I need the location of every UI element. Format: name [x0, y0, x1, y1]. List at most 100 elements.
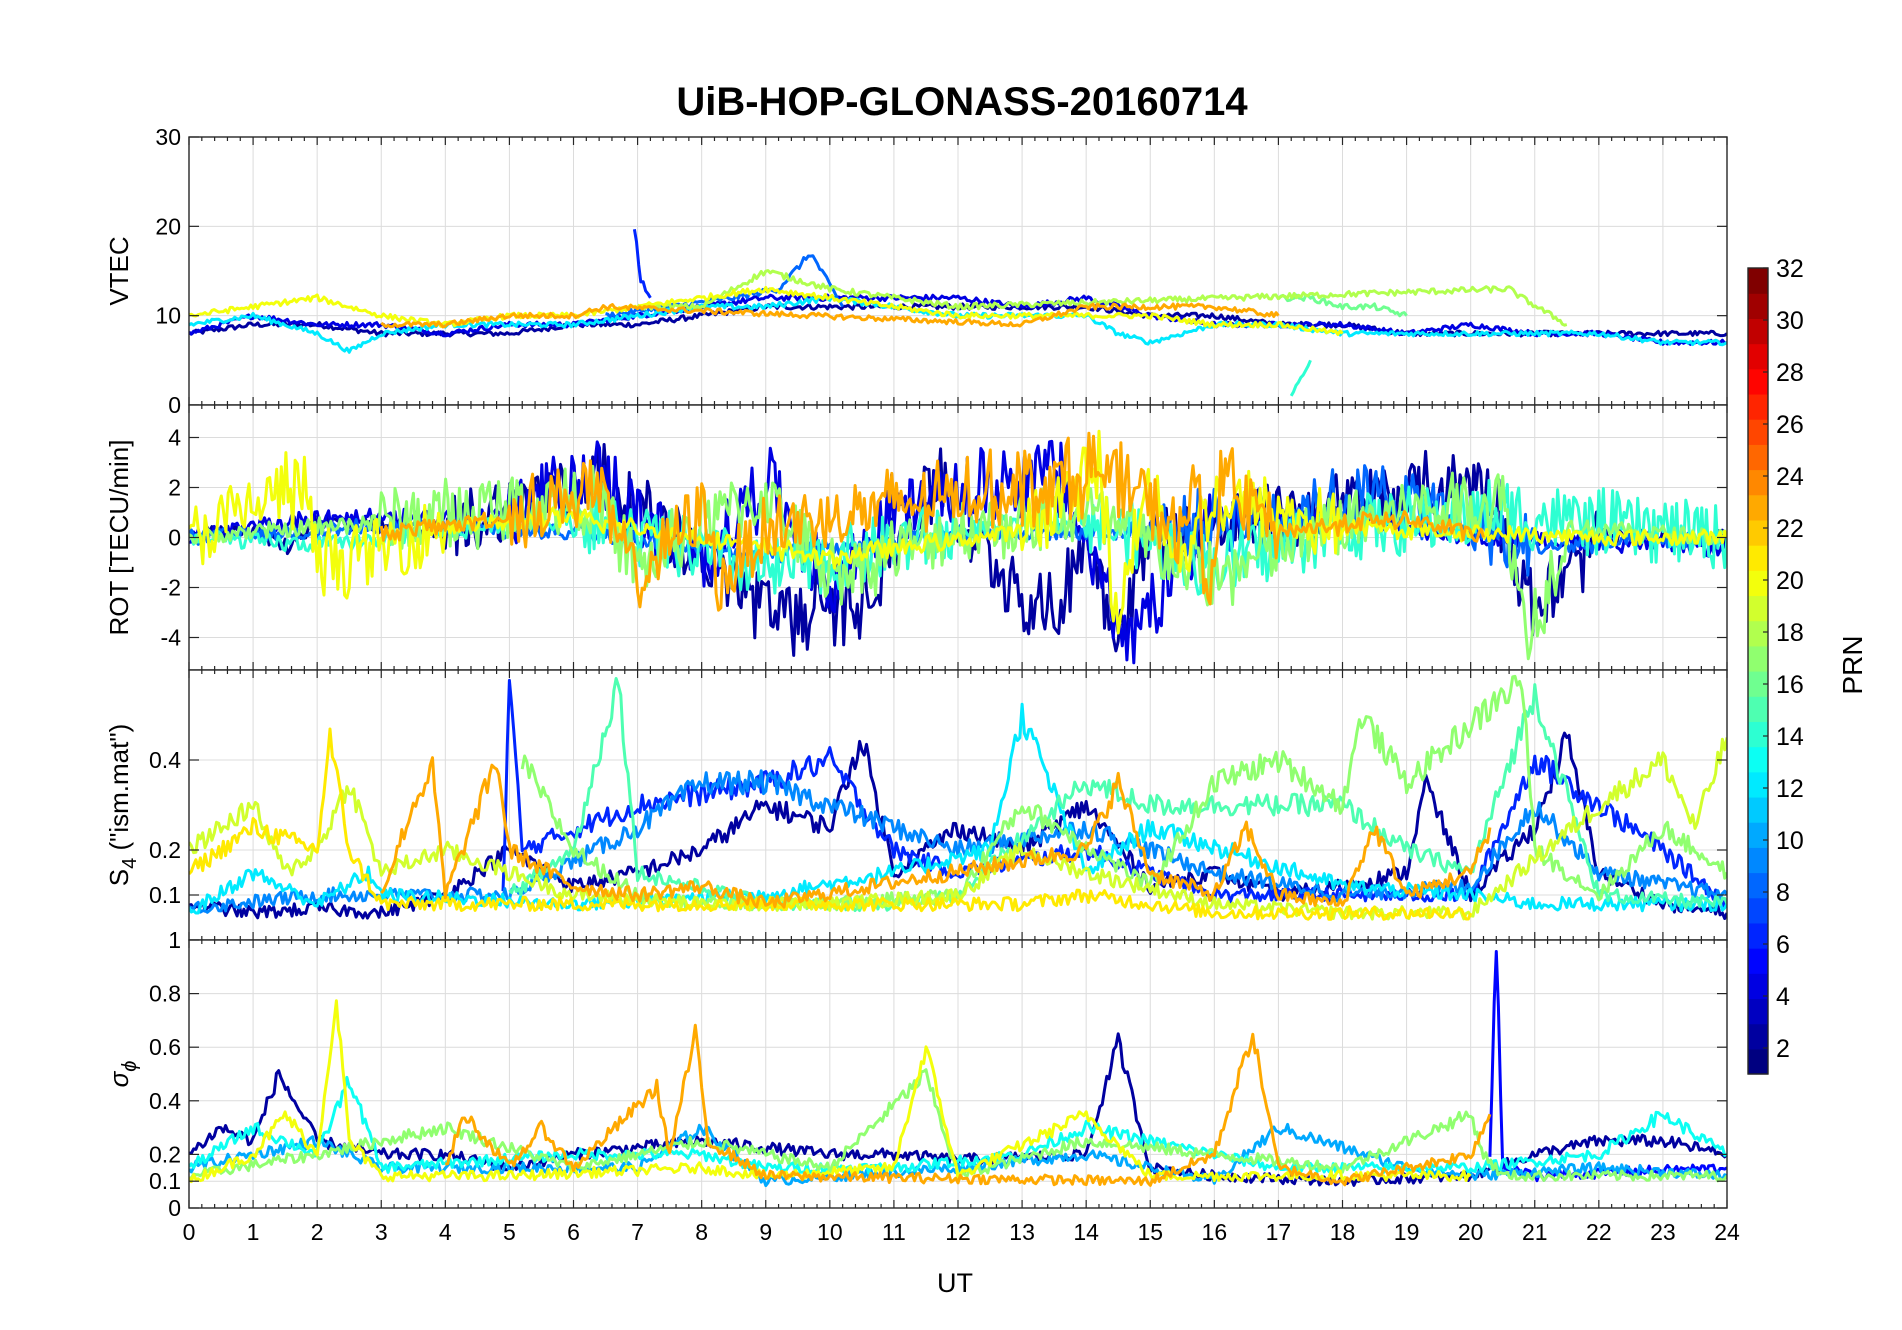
y-tick-label: 1	[168, 927, 181, 953]
x-axis: 0 1 2 3 4 5 6 7 8 9 10 11 12 13 14 15 16 17 18 19 20 21 22 23 24	[183, 1219, 1740, 1245]
x-tick-label: 15	[1137, 1219, 1163, 1245]
x-tick-label: 16	[1202, 1219, 1228, 1245]
colorbar-cell	[1748, 519, 1768, 546]
colorbar-tick-label: 18	[1776, 619, 1804, 647]
series-group	[189, 228, 1727, 397]
x-tick-label: 3	[375, 1219, 388, 1245]
panel-sigma_phi: 00.10.2 0.4 0.6 0.8 1 σϕ	[104, 927, 1728, 1221]
colorbar-tick-label: 24	[1776, 463, 1804, 491]
colorbar-tick-label: 28	[1776, 359, 1804, 387]
series-line-prn-17	[189, 464, 1727, 661]
series-line-prn-14	[1289, 359, 1312, 397]
colorbar-cell	[1748, 645, 1768, 672]
colorbar-cell	[1748, 796, 1768, 823]
colorbar-tick-label: 20	[1776, 567, 1804, 595]
colorbar-cell	[1748, 746, 1768, 773]
x-tick-label: 23	[1650, 1219, 1676, 1245]
y-tick-label: 0.1	[149, 882, 181, 908]
colorbar-cell	[1748, 368, 1768, 395]
colorbar-label: PRN	[1837, 635, 1868, 694]
colorbar-tick-label: 12	[1776, 775, 1804, 803]
y-tick-label: 4	[168, 425, 181, 451]
x-tick-label: 19	[1394, 1219, 1420, 1245]
colorbar-cell	[1748, 545, 1768, 571]
colorbar-cell	[1748, 973, 1768, 1000]
x-tick-label: 12	[945, 1219, 971, 1245]
y-tick-label: 0	[168, 392, 181, 418]
colorbar-cell	[1748, 570, 1768, 597]
series-line-prn-18	[636, 269, 1568, 327]
colorbar-cell	[1748, 847, 1768, 874]
colorbar-cell	[1748, 696, 1768, 722]
colorbar-cell	[1748, 444, 1768, 471]
colorbar-cell	[1748, 469, 1768, 496]
y-tick-label: 0.8	[149, 981, 181, 1007]
colorbar-cell	[1748, 393, 1768, 420]
series-line-prn-23	[445, 1023, 1492, 1187]
panel-rot: -4 -2 0 2 4 ROT [TECU/min]	[104, 404, 1728, 671]
y-axis-label-sigma_phi: σϕ	[104, 1061, 141, 1088]
x-tick-label: 20	[1458, 1219, 1484, 1245]
colorbar-tick-label: 16	[1776, 671, 1804, 699]
colorbar-cell	[1748, 897, 1768, 924]
colorbar-cell	[1748, 1048, 1768, 1075]
colorbar-cell	[1748, 721, 1768, 748]
series-line-prn-23	[379, 431, 1485, 612]
colorbar-cell	[1748, 922, 1768, 949]
x-tick-label: 24	[1714, 1219, 1740, 1245]
series-group	[189, 429, 1727, 665]
x-tick-label: 13	[1009, 1219, 1035, 1245]
x-tick-label: 6	[567, 1219, 580, 1245]
colorbar-cell	[1748, 318, 1768, 345]
colorbar-cell	[1748, 620, 1768, 647]
colorbar-tick-label: 10	[1776, 827, 1804, 855]
x-tick-label: 14	[1073, 1219, 1099, 1245]
colorbar-tick-label: 30	[1776, 307, 1804, 335]
colorbar-tick-label: 22	[1776, 515, 1804, 543]
colorbar-cell	[1748, 948, 1768, 974]
x-tick-label: 5	[503, 1219, 516, 1245]
x-tick-label: 22	[1586, 1219, 1612, 1245]
series-line-prn-23	[380, 756, 1492, 909]
y-axis-label-rot: ROT [TECU/min]	[104, 440, 134, 636]
series-line-prn-4	[189, 293, 1727, 346]
x-axis-label: UT	[937, 1268, 973, 1298]
colorbar-tick-label: 2	[1776, 1035, 1790, 1063]
y-tick-label: 2	[168, 475, 181, 501]
colorbar-cell	[1748, 822, 1768, 848]
colorbar-tick-label: 32	[1776, 255, 1804, 283]
colorbar-cell	[1748, 998, 1768, 1025]
x-tick-label: 18	[1330, 1219, 1356, 1245]
y-tick-label: 0	[168, 525, 181, 551]
series-line-prn-20	[189, 286, 1344, 336]
colorbar-cell	[1748, 419, 1768, 445]
y-tick-label: 0.4	[149, 1088, 181, 1114]
series-line-prn-23	[380, 302, 1280, 329]
y-tick-label: 0.2	[149, 1141, 181, 1167]
series-group	[189, 950, 1727, 1188]
series-group	[189, 674, 1727, 921]
y-tick-label: 20	[155, 213, 181, 239]
colorbar-tick-label: 8	[1776, 879, 1790, 907]
x-tick-label: 17	[1266, 1219, 1292, 1245]
series-line-prn-6	[632, 228, 652, 299]
colorbar-tick-label: 4	[1776, 983, 1790, 1011]
y-tick-label: 0.1	[149, 1168, 181, 1194]
y-axis-label-s4: S4 ("ism.mat")	[104, 724, 141, 886]
y-tick-label: 10	[155, 303, 181, 329]
colorbar-cell	[1748, 293, 1768, 319]
y-tick-label: -4	[161, 625, 182, 651]
x-tick-label: 4	[439, 1219, 452, 1245]
x-tick-label: 7	[631, 1219, 644, 1245]
x-tick-label: 9	[759, 1219, 772, 1245]
y-tick-label: 0.6	[149, 1034, 181, 1060]
colorbar-frame	[1747, 267, 1769, 1075]
colorbar-tick-label: 14	[1776, 723, 1804, 751]
colorbar-cell	[1748, 1023, 1768, 1050]
panel-s4: 0.1 0.2 0.4 S4 ("ism.mat")	[104, 669, 1728, 941]
colorbar-cell	[1748, 872, 1768, 899]
colorbar-cell	[1748, 771, 1768, 798]
y-axis-label-vtec: VTEC	[104, 236, 134, 305]
